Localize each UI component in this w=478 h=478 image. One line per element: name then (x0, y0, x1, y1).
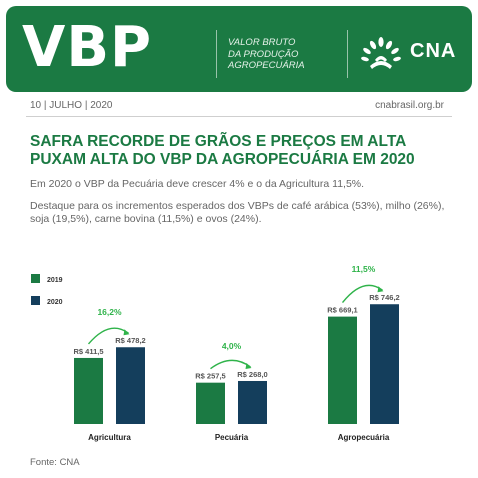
category-label-2: Agropecuária (338, 433, 390, 442)
bar-2020-1 (238, 381, 267, 424)
bar-2019-2 (328, 317, 357, 424)
value-label-2020-0: R$ 478,2 (115, 336, 145, 345)
growth-label-1: 4,0% (222, 341, 242, 351)
bar-2019-0 (74, 358, 103, 424)
legend-swatch-2020 (31, 296, 40, 305)
value-label-2019-0: R$ 411,5 (73, 347, 103, 356)
source-note: Fonte: CNA (30, 457, 80, 468)
legend-swatch-2019 (31, 274, 40, 283)
growth-arrowhead-2 (378, 286, 384, 292)
bar-2020-2 (370, 304, 399, 424)
legend-label-2020: 2020 (47, 299, 63, 306)
legend-label-2019: 2019 (47, 277, 63, 284)
growth-label-2: 11,5% (352, 264, 376, 274)
bar-2020-0 (116, 347, 145, 424)
growth-arrowhead-0 (124, 329, 130, 335)
value-label-2019-1: R$ 257,5 (195, 372, 225, 381)
bar-2019-1 (196, 383, 225, 424)
growth-arrowhead-1 (246, 363, 252, 369)
value-label-2020-1: R$ 268,0 (237, 370, 267, 379)
growth-arrow-1 (211, 360, 251, 368)
growth-label-0: 16,2% (97, 307, 122, 317)
category-label-1: Pecuária (215, 433, 249, 442)
value-label-2019-2: R$ 669,1 (327, 306, 357, 315)
category-label-0: Agricultura (88, 433, 131, 442)
value-label-2020-2: R$ 746,2 (369, 293, 399, 302)
